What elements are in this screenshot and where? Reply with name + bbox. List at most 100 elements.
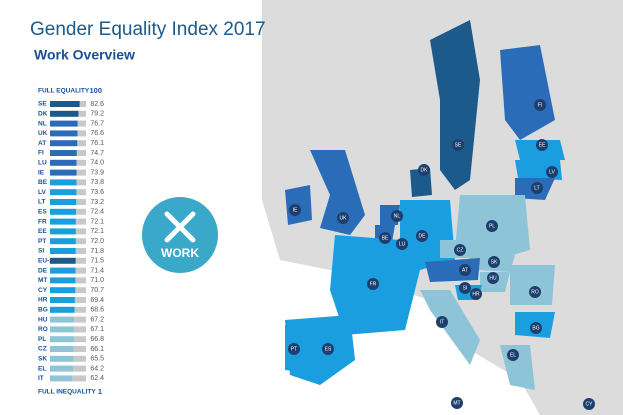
bar: [50, 110, 79, 117]
map-marker: [530, 322, 542, 334]
category-label: LT: [38, 199, 45, 206]
value-label: 71.5: [90, 258, 104, 265]
icon-label: WORK: [161, 246, 199, 260]
bar-remainder: [74, 297, 86, 303]
map-marker: [536, 139, 548, 151]
value-label: 73.9: [90, 169, 104, 176]
bar-remainder: [77, 140, 86, 147]
map-label: HU: [489, 275, 497, 281]
value-label: 74.0: [90, 160, 104, 167]
map-marker: [546, 166, 558, 178]
value-label: 74.7: [90, 150, 104, 157]
map-label: LV: [549, 169, 555, 175]
map-label: PT: [291, 346, 297, 352]
bar: [50, 169, 77, 176]
map-marker: [487, 272, 499, 284]
value-label: 73.6: [90, 189, 104, 196]
map-marker: [454, 244, 466, 256]
bar-remainder: [75, 208, 86, 215]
bar-remainder: [76, 150, 86, 156]
value-label: 76.6: [90, 130, 104, 137]
top-value: 100: [89, 86, 102, 95]
category-label: HR: [38, 297, 48, 304]
map-label: BE: [382, 235, 389, 241]
value-label: 72.1: [90, 228, 104, 235]
bar-remainder: [75, 267, 86, 274]
bar-remainder: [76, 199, 86, 205]
value-label: 76.7: [90, 120, 104, 127]
map-marker: [436, 316, 448, 328]
bar: [50, 297, 75, 303]
bar-remainder: [76, 179, 86, 186]
category-label: CZ: [38, 346, 47, 353]
bar-remainder: [79, 101, 86, 107]
map-marker: [396, 238, 408, 250]
subtitle: Work Overview: [34, 47, 135, 63]
map-label: SE: [455, 142, 462, 148]
bar-remainder: [74, 326, 86, 333]
map-label: IT: [440, 319, 444, 325]
map-label: AT: [462, 267, 468, 273]
map-label: IE: [293, 207, 298, 213]
value-label: 72.0: [90, 238, 104, 245]
value-label: 66.1: [90, 346, 104, 353]
map-label: BG: [532, 325, 539, 331]
bar-remainder: [74, 316, 86, 323]
bar: [50, 267, 76, 274]
bar: [50, 179, 77, 186]
map-marker: [418, 164, 430, 176]
category-label: SK: [38, 356, 47, 363]
value-label: 62.4: [90, 375, 104, 382]
bar-remainder: [75, 287, 86, 294]
map-label: DK: [421, 167, 429, 173]
bar-remainder: [75, 257, 86, 264]
icon-circle: [142, 197, 218, 273]
bar-remainder: [73, 336, 86, 343]
map-marker: [416, 230, 428, 242]
value-label: 72.1: [90, 218, 104, 225]
bar: [50, 306, 75, 313]
category-label: RO: [38, 326, 48, 333]
category-label: ES: [38, 209, 47, 216]
map-marker: [452, 139, 464, 151]
map-marker: [367, 278, 379, 290]
category-label: FI: [38, 150, 44, 157]
bar-remainder: [77, 130, 86, 137]
map-label: LT: [534, 185, 539, 191]
value-label: 82.6: [90, 101, 104, 108]
bar-remainder: [72, 365, 86, 372]
map-marker: [529, 286, 541, 298]
value-label: 73.2: [90, 199, 104, 206]
map-label: FR: [370, 281, 377, 287]
bar-remainder: [74, 306, 86, 313]
map-marker: [488, 256, 500, 268]
map-marker: [459, 282, 471, 294]
icon-tools: [164, 211, 196, 243]
value-label: 67.1: [90, 326, 104, 333]
category-label: LU: [38, 160, 47, 167]
map-label: EE: [539, 142, 546, 148]
category-label: IT: [38, 375, 44, 382]
bar: [50, 120, 78, 127]
map-marker: [486, 220, 498, 232]
map-label: SK: [491, 259, 498, 265]
bar: [50, 189, 77, 196]
category-label: UK: [38, 130, 48, 137]
map-marker: [322, 343, 334, 355]
map-label: NL: [394, 213, 401, 219]
category-label: LV: [38, 189, 46, 196]
bar-remainder: [73, 346, 86, 352]
bar-remainder: [75, 218, 86, 225]
bar: [50, 140, 78, 147]
value-label: 76.1: [90, 140, 104, 147]
bar: [50, 336, 74, 343]
bar: [50, 316, 75, 323]
category-label: NL: [38, 120, 47, 127]
bar-remainder: [78, 110, 86, 117]
bar: [50, 228, 76, 235]
bar: [50, 365, 73, 372]
bar-remainder: [72, 375, 86, 382]
map-marker: [391, 210, 403, 222]
map-label: PL: [489, 223, 495, 229]
